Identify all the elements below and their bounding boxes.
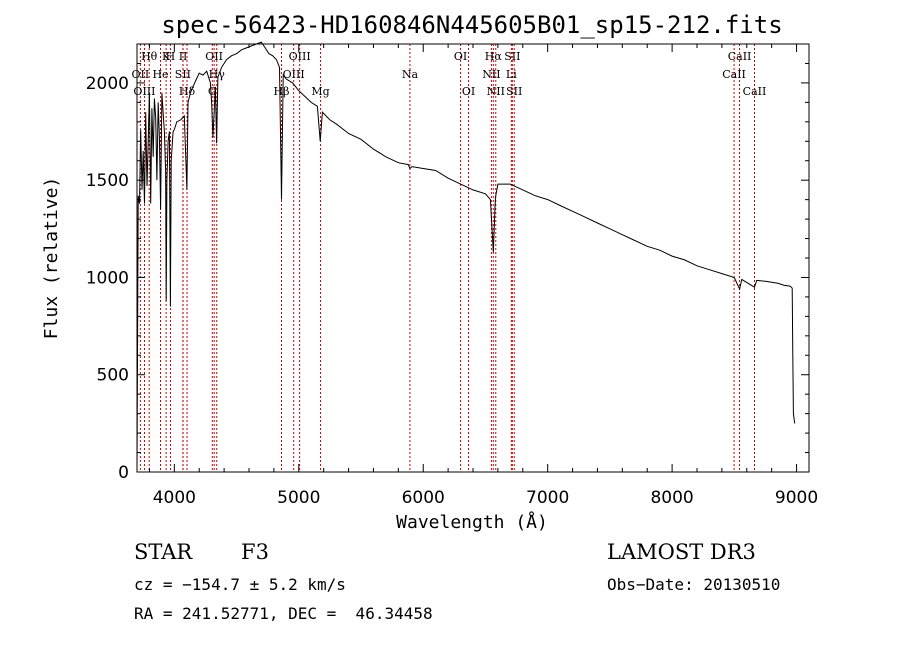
- line-label-4: OII: [205, 50, 223, 63]
- line-label-1: K: [162, 50, 171, 63]
- line-label-20: Hδ: [179, 85, 196, 98]
- line-label-16: NII: [482, 68, 500, 81]
- line-label-19: OIII: [133, 85, 155, 98]
- line-label-25: NII: [487, 85, 505, 98]
- line-label-22: Hβ: [274, 85, 290, 98]
- line-label-7: Hα: [485, 50, 503, 63]
- chart-title: spec-56423-HD160846N445605B01_sp15-212.f…: [161, 11, 782, 39]
- line-label-21: Mg: [311, 85, 329, 98]
- line-label-27: CaII: [743, 85, 767, 98]
- line-label-11: He: [152, 68, 168, 81]
- line-label-10: OII: [132, 68, 150, 81]
- line-label-6: OI: [454, 50, 467, 63]
- y-tick-label-1: 500: [97, 366, 129, 386]
- y-tick-label-4: 2000: [86, 74, 129, 94]
- line-label-9: CaII: [728, 50, 752, 63]
- survey-name: LAMOST DR3: [607, 540, 756, 564]
- line-label-2: H: [166, 50, 176, 63]
- line-label-3: II: [179, 50, 188, 63]
- line-label-26: SII: [506, 85, 522, 98]
- coordinates: RA = 241.52771, DEC = 46.34458: [134, 604, 433, 623]
- line-label-13: Hγ: [209, 68, 226, 81]
- line-label-12: SII: [175, 68, 191, 81]
- x-tick-label-3: 7000: [526, 488, 569, 508]
- line-label-5: OIII: [289, 50, 311, 63]
- line-label-24: OI: [462, 85, 475, 98]
- x-tick-label-1: 5000: [277, 488, 320, 508]
- line-label-8: SII: [504, 50, 520, 63]
- plot-frame: [136, 43, 810, 473]
- x-axis-ticks: 4000 5000 6000 7000 8000 9000: [148, 44, 818, 508]
- y-axis-label: Flux (relative): [41, 177, 62, 340]
- spectrum-line: [136, 41, 796, 473]
- spectral-line-markers: [139, 44, 755, 472]
- y-tick-label-3: 1500: [86, 171, 129, 191]
- x-axis-label: Wavelength (Å): [396, 511, 548, 533]
- x-tick-label-0: 4000: [153, 488, 196, 508]
- y-tick-label-0: 0: [118, 463, 129, 483]
- x-tick-label-2: 6000: [402, 488, 445, 508]
- redshift-velocity: cz = −154.7 ± 5.2 km/s: [134, 575, 346, 594]
- object-subclass: F3: [241, 540, 269, 564]
- line-label-18: CaII: [722, 68, 746, 81]
- object-class: STAR: [134, 540, 193, 564]
- line-label-23: G: [208, 85, 217, 98]
- line-label-0: Hθ: [141, 50, 158, 63]
- x-tick-label-5: 9000: [775, 488, 818, 508]
- observation-date: Obs−Date: 20130510: [607, 575, 781, 594]
- y-tick-label-2: 1000: [86, 268, 129, 288]
- line-label-14: OIII: [283, 68, 305, 81]
- y-axis-ticks: 0 500 1000 1500 2000: [86, 43, 809, 483]
- line-label-17: Li: [506, 68, 517, 81]
- x-tick-label-4: 8000: [650, 488, 693, 508]
- line-label-15: Na: [402, 68, 419, 81]
